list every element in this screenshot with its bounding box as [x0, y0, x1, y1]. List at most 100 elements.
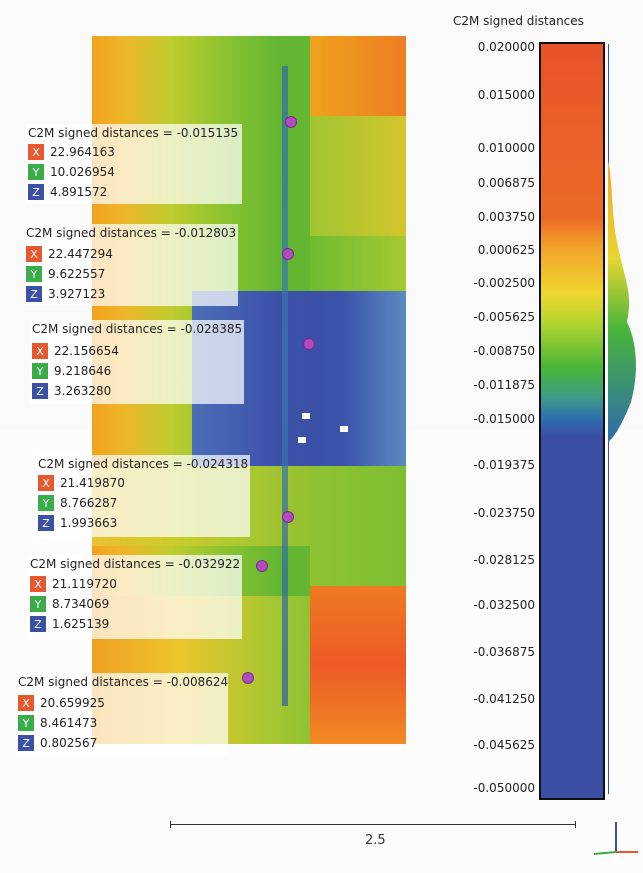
cloud-region-top-right — [310, 36, 406, 116]
point-label-title: C2M signed distances = -0.015135 — [28, 126, 239, 140]
coord-x-row: X 22.156654 — [32, 343, 119, 359]
marker-6[interactable] — [242, 672, 254, 684]
point-label-3[interactable]: C2M signed distances = -0.028385 X 22.156… — [30, 320, 244, 404]
scale-tick: 0.006875 — [477, 176, 535, 190]
x-axis-badge: X — [26, 246, 42, 262]
coord-y-value: 10.026954 — [50, 165, 115, 179]
scale-tick: -0.023750 — [473, 506, 535, 520]
coord-x-row: X 21.419870 — [38, 475, 125, 491]
coord-y-row: Y 8.766287 — [38, 495, 117, 511]
white-point-2 — [298, 437, 306, 443]
coord-y-value: 9.622557 — [48, 267, 106, 281]
coord-y-value: 9.218646 — [54, 364, 112, 378]
x-axis-badge: X — [32, 343, 48, 359]
coord-y-value: 8.766287 — [60, 496, 118, 510]
point-label-title: C2M signed distances = -0.032922 — [30, 557, 241, 571]
x-axis-badge: X — [28, 144, 44, 160]
point-label-2[interactable]: C2M signed distances = -0.012803 X 22.447… — [24, 224, 238, 306]
coord-z-value: 4.891572 — [50, 185, 108, 199]
coord-x-value: 22.156654 — [54, 344, 119, 358]
x-axis-badge: X — [18, 695, 34, 711]
point-label-6[interactable]: C2M signed distances = -0.008624 X 20.659… — [16, 673, 228, 755]
axes-trihedron-icon[interactable] — [590, 818, 640, 863]
cloud-region-right-upper — [310, 116, 406, 236]
y-axis-badge: Y — [28, 164, 44, 180]
y-axis-badge: Y — [30, 596, 46, 612]
point-label-title: C2M signed distances = -0.028385 — [32, 322, 243, 336]
coord-z-value: 3.927123 — [48, 287, 106, 301]
color-scale-bar — [539, 42, 605, 800]
coord-x-value: 21.419870 — [60, 476, 125, 490]
scale-tick: -0.041250 — [473, 692, 535, 706]
y-axis-badge: Y — [32, 363, 48, 379]
ruler-label: 2.5 — [365, 833, 386, 848]
scale-tick: -0.015000 — [473, 412, 535, 426]
cloud-region-bottom-right — [310, 586, 406, 744]
scale-tick: -0.036875 — [473, 645, 535, 659]
marker-1[interactable] — [285, 116, 297, 128]
point-label-title: C2M signed distances = -0.024318 — [38, 457, 249, 471]
scale-tick: -0.045625 — [473, 738, 535, 752]
coord-y-row: Y 9.622557 — [26, 266, 105, 282]
point-label-1[interactable]: C2M signed distances = -0.015135 X 22.964… — [26, 124, 242, 204]
y-axis-badge: Y — [38, 495, 54, 511]
y-axis-badge: Y — [18, 715, 34, 731]
scale-tick: -0.028125 — [473, 553, 535, 567]
crack-line — [282, 66, 288, 706]
coord-x-row: X 20.659925 — [18, 695, 105, 711]
coord-z-row: Z 3.263280 — [32, 383, 111, 399]
point-label-4[interactable]: C2M signed distances = -0.024318 X 21.419… — [36, 455, 250, 537]
coord-y-row: Y 8.734069 — [30, 596, 109, 612]
scale-tick: -0.032500 — [473, 598, 535, 612]
coord-x-row: X 22.447294 — [26, 246, 113, 262]
scale-tick: 0.003750 — [477, 210, 535, 224]
z-axis-badge: Z — [38, 515, 54, 531]
white-point-3 — [340, 426, 348, 432]
coord-z-row: Z 4.891572 — [28, 184, 107, 200]
y-axis-badge: Y — [26, 266, 42, 282]
scale-tick: -0.005625 — [473, 310, 535, 324]
coord-x-value: 22.447294 — [48, 247, 113, 261]
scale-tick: -0.019375 — [473, 458, 535, 472]
coord-z-value: 1.993663 — [60, 516, 118, 530]
marker-3[interactable] — [303, 338, 315, 350]
scale-tick: 0.010000 — [477, 141, 535, 155]
z-axis-badge: Z — [18, 735, 34, 751]
z-axis-badge: Z — [28, 184, 44, 200]
ruler-end-right — [575, 821, 576, 828]
coord-z-value: 0.802567 — [40, 736, 98, 750]
coord-z-row: Z 1.993663 — [38, 515, 117, 531]
marker-2[interactable] — [282, 248, 294, 260]
scale-ruler — [170, 821, 576, 828]
coord-y-row: Y 9.218646 — [32, 363, 111, 379]
coord-z-value: 1.625139 — [52, 617, 110, 631]
scale-tick: 0.000625 — [477, 243, 535, 257]
coord-x-row: X 22.964163 — [28, 144, 115, 160]
point-label-title: C2M signed distances = -0.008624 — [18, 675, 229, 689]
z-axis-badge: Z — [26, 286, 42, 302]
z-axis-badge: Z — [32, 383, 48, 399]
coord-x-row: X 21.119720 — [30, 576, 117, 592]
scale-tick: 0.015000 — [477, 88, 535, 102]
coord-z-row: Z 1.625139 — [30, 616, 109, 632]
coord-y-value: 8.734069 — [52, 597, 110, 611]
scale-tick: 0.020000 — [477, 40, 535, 54]
cloud-region-right-lower — [310, 466, 406, 586]
scale-tick: -0.002500 — [473, 276, 535, 290]
coord-z-row: Z 3.927123 — [26, 286, 105, 302]
coord-x-value: 22.964163 — [50, 145, 115, 159]
scale-tick: -0.008750 — [473, 344, 535, 358]
coord-x-value: 21.119720 — [52, 577, 117, 591]
point-label-5[interactable]: C2M signed distances = -0.032922 X 21.119… — [28, 555, 242, 639]
coord-y-value: 8.461473 — [40, 716, 98, 730]
coord-z-value: 3.263280 — [54, 384, 112, 398]
marker-4[interactable] — [282, 511, 294, 523]
scale-tick: -0.011875 — [473, 378, 535, 392]
scale-tick: -0.050000 — [473, 781, 535, 795]
coord-y-row: Y 8.461473 — [18, 715, 97, 731]
z-axis-badge: Z — [30, 616, 46, 632]
coord-y-row: Y 10.026954 — [28, 164, 115, 180]
coord-z-row: Z 0.802567 — [18, 735, 97, 751]
coord-x-value: 20.659925 — [40, 696, 105, 710]
marker-5[interactable] — [256, 560, 268, 572]
